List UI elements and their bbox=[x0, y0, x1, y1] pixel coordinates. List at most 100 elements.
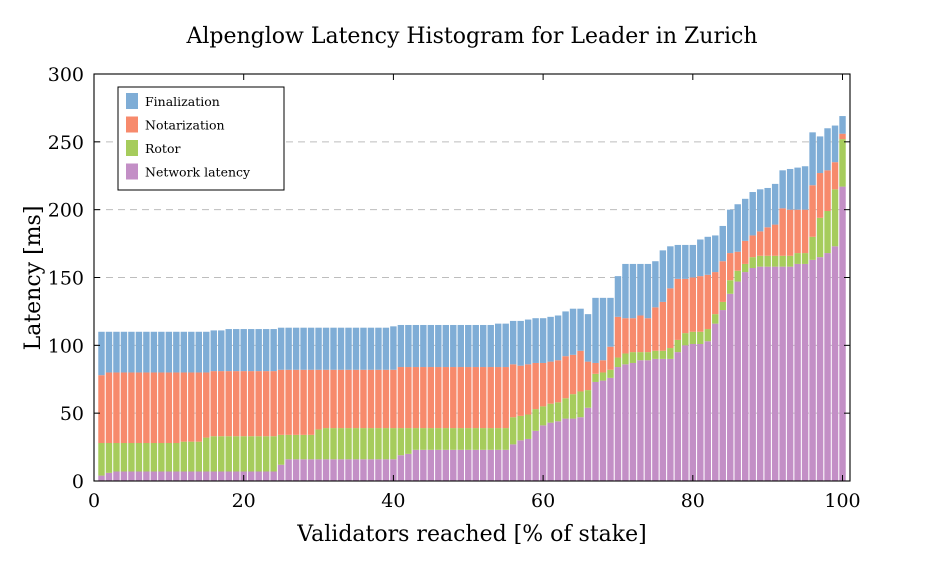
bar-segment bbox=[831, 125, 839, 163]
bar-segment bbox=[779, 208, 786, 256]
bar-segment bbox=[539, 425, 547, 481]
bar-segment bbox=[509, 444, 517, 481]
bar-segment bbox=[158, 331, 165, 373]
bar-segment bbox=[719, 225, 726, 262]
bar-segment bbox=[188, 331, 195, 373]
bar-segment bbox=[450, 367, 457, 429]
bar-segment bbox=[165, 443, 173, 472]
bar-segment bbox=[607, 297, 614, 347]
bar-segment bbox=[180, 331, 188, 373]
bar-segment bbox=[158, 443, 165, 472]
bar-segment bbox=[577, 350, 584, 392]
bar-segment bbox=[367, 459, 375, 481]
bar-segment bbox=[442, 449, 450, 481]
bar-segment bbox=[629, 263, 637, 319]
bar-segment bbox=[405, 367, 412, 429]
bar-segment bbox=[427, 324, 435, 368]
bar-segment bbox=[210, 371, 217, 437]
bar-segment bbox=[472, 428, 479, 450]
bar-segment bbox=[247, 436, 255, 472]
bar-segment bbox=[622, 263, 629, 319]
bar-segment bbox=[749, 268, 756, 481]
bar-segment bbox=[719, 310, 726, 481]
bar-segment bbox=[307, 434, 315, 460]
bar-segment bbox=[637, 360, 644, 481]
bar-segment bbox=[225, 329, 232, 372]
bar-segment bbox=[120, 331, 128, 373]
bar-segment bbox=[255, 471, 262, 481]
bar-segment bbox=[749, 192, 756, 236]
bar-segment bbox=[667, 288, 674, 349]
bar-segment bbox=[218, 371, 225, 437]
bar-segment bbox=[233, 436, 240, 472]
bar-segment bbox=[652, 307, 659, 351]
bar-segment bbox=[637, 352, 644, 361]
bar-segment bbox=[734, 204, 741, 252]
bar-segment bbox=[487, 324, 494, 368]
bar-segment bbox=[697, 239, 704, 277]
bar-segment bbox=[247, 329, 255, 372]
bar-segment bbox=[771, 224, 779, 256]
bar-segment bbox=[427, 367, 435, 429]
bar-segment bbox=[300, 459, 307, 481]
bar-segment bbox=[180, 441, 188, 472]
bar-segment bbox=[405, 453, 412, 481]
bar-segment bbox=[210, 471, 217, 481]
bar-segment bbox=[98, 331, 105, 376]
bar-segment bbox=[465, 428, 472, 450]
bar-segment bbox=[270, 329, 277, 372]
bar-segment bbox=[195, 441, 203, 472]
bar-segment bbox=[330, 369, 337, 429]
bar-segment bbox=[360, 459, 367, 481]
bar-segment bbox=[435, 324, 442, 368]
bar-segment bbox=[816, 257, 824, 481]
bar-segment bbox=[465, 324, 472, 368]
bar-segment bbox=[292, 434, 300, 460]
bar-segment bbox=[195, 331, 203, 373]
bar-segment bbox=[584, 361, 592, 391]
bar-segment bbox=[719, 261, 726, 302]
bar-segment bbox=[255, 329, 262, 372]
bar-segment bbox=[764, 227, 771, 256]
bar-segment bbox=[644, 318, 652, 353]
bar-segment bbox=[247, 471, 255, 481]
bar-segment bbox=[562, 418, 569, 481]
bar-segment bbox=[360, 428, 367, 460]
legend-box bbox=[117, 86, 285, 191]
x-tick-label: 60 bbox=[531, 490, 555, 512]
x-tick-label: 40 bbox=[381, 490, 405, 512]
bar-segment bbox=[322, 369, 330, 429]
bar-segment bbox=[517, 365, 524, 416]
bar-segment bbox=[839, 133, 846, 140]
bar-segment bbox=[667, 348, 674, 359]
bar-segment bbox=[816, 136, 824, 174]
bar-segment bbox=[277, 327, 285, 370]
bar-segment bbox=[480, 324, 487, 368]
bar-segment bbox=[322, 428, 330, 460]
bar-segment bbox=[734, 281, 741, 481]
bar-segment bbox=[277, 369, 285, 435]
bar-segment bbox=[839, 116, 846, 134]
bar-segment bbox=[397, 324, 405, 368]
bar-segment bbox=[203, 471, 210, 481]
bar-segment bbox=[712, 235, 719, 273]
bar-segment bbox=[345, 459, 352, 481]
bar-segment bbox=[794, 209, 801, 254]
bar-segment bbox=[584, 390, 592, 408]
bar-segment bbox=[105, 331, 113, 373]
bar-segment bbox=[629, 362, 637, 481]
bar-segment bbox=[472, 449, 479, 481]
bar-segment bbox=[809, 185, 816, 237]
bar-segment bbox=[300, 434, 307, 460]
bar-segment bbox=[712, 323, 719, 481]
bar-segment bbox=[494, 367, 502, 429]
bar-segment bbox=[487, 449, 494, 481]
bar-segment bbox=[741, 240, 749, 264]
bar-segment bbox=[435, 449, 442, 481]
bar-segment bbox=[569, 308, 577, 355]
bar-segment bbox=[629, 318, 637, 353]
bar-segment bbox=[292, 369, 300, 435]
bar-segment bbox=[270, 471, 277, 481]
bar-segment bbox=[143, 443, 150, 472]
bar-segment bbox=[502, 449, 509, 481]
